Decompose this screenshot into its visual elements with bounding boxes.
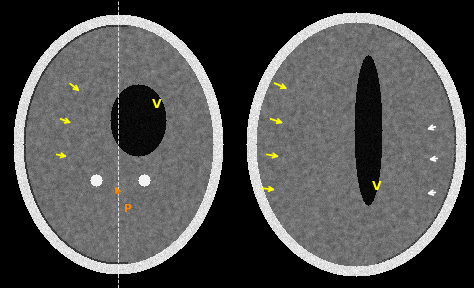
Text: V: V [372, 180, 382, 193]
Text: V: V [152, 98, 162, 111]
Text: P: P [124, 204, 132, 214]
